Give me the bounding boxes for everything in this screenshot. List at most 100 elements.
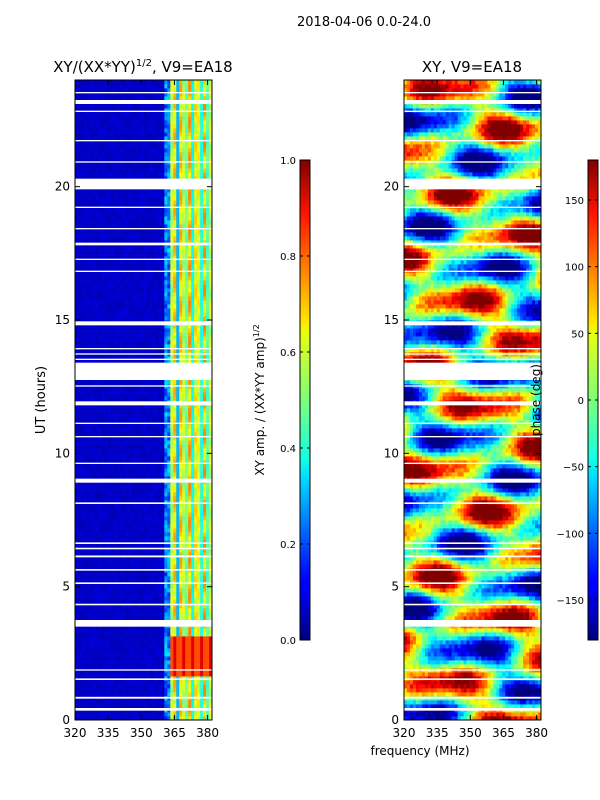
heatmap-cell (75, 644, 79, 649)
heatmap-cell (101, 312, 106, 317)
heatmap-cell (197, 504, 201, 509)
heatmap-cell (77, 672, 82, 677)
heatmap-cell (77, 640, 82, 645)
heatmap-cell (176, 688, 180, 693)
heatmap-cell (75, 616, 79, 621)
heatmap-cell (98, 436, 103, 441)
heatmap-cell (77, 536, 82, 541)
heatmap-cell (98, 420, 103, 425)
heatmap-cell (194, 704, 198, 709)
heatmap-cell (161, 652, 165, 657)
heatmap-cell (125, 316, 130, 321)
heatmap-cell (179, 444, 183, 449)
heatmap-cell (77, 504, 82, 509)
heatmap-cell (209, 500, 212, 505)
heatmap-cell (209, 332, 212, 337)
heatmap-cell (173, 584, 177, 589)
heatmap-cell (176, 444, 180, 449)
heatmap-cell (122, 288, 127, 293)
heatmap-cell (197, 520, 201, 525)
heatmap-cell (176, 488, 180, 493)
heatmap-cell (143, 496, 147, 501)
heatmap-cell (206, 676, 210, 681)
heatmap-cell (137, 540, 141, 545)
heatmap-cell (209, 408, 212, 413)
heatmap-cell (167, 424, 171, 429)
heatmap-cell (125, 324, 130, 329)
heatmap-cell (188, 520, 192, 525)
heatmap-cell (200, 472, 204, 477)
heatmap-cell (152, 556, 156, 561)
heatmap-cell (98, 360, 103, 365)
heatmap-cell (77, 416, 82, 421)
heatmap-cell (131, 292, 135, 297)
heatmap-cell (197, 692, 201, 697)
heatmap-cell (161, 484, 165, 489)
heatmap-cell (125, 580, 130, 585)
heatmap-cell (170, 684, 174, 689)
heatmap-cell (158, 564, 162, 569)
heatmap-cell (161, 664, 165, 669)
heatmap-cell (164, 648, 168, 653)
heatmap-cell (203, 348, 207, 353)
heatmap-cell (80, 340, 85, 345)
heatmap-cell (89, 392, 94, 397)
heatmap-cell (140, 616, 144, 621)
heatmap-cell (167, 524, 171, 529)
heatmap-cell (95, 640, 100, 645)
heatmap-cell (125, 572, 130, 577)
heatmap-cell (137, 492, 141, 497)
heatmap-cell (152, 656, 156, 661)
heatmap-cell (125, 496, 130, 501)
heatmap-cell (164, 312, 168, 317)
heatmap-cell (119, 348, 124, 353)
heatmap-cell (122, 300, 127, 305)
heatmap-cell (131, 380, 135, 385)
heatmap-cell (182, 428, 186, 433)
heatmap-cell (152, 660, 156, 665)
heatmap-cell (134, 408, 138, 413)
heatmap-cell (137, 636, 141, 641)
heatmap-cell (167, 444, 171, 449)
heatmap-cell (158, 336, 162, 341)
heatmap-cell (194, 312, 198, 317)
heatmap-cell (149, 528, 153, 533)
heatmap-cell (170, 408, 174, 413)
heatmap-cell (98, 412, 103, 417)
heatmap-cell (161, 380, 165, 385)
heatmap-cell (164, 592, 168, 597)
heatmap-cell (191, 416, 195, 421)
heatmap-cell (134, 656, 138, 661)
heatmap-cell (137, 296, 141, 301)
heatmap-cell (143, 684, 147, 689)
heatmap-cell (80, 556, 85, 561)
heatmap-cell (92, 432, 97, 437)
heatmap-cell (188, 396, 192, 401)
heatmap-cell (167, 332, 171, 337)
heatmap-cell (170, 528, 174, 533)
heatmap-cell (80, 388, 85, 393)
heatmap-cell (173, 588, 177, 593)
heatmap-cell (206, 408, 210, 413)
heatmap-cell (185, 476, 189, 481)
heatmap-cell (92, 684, 97, 689)
heatmap-cell (140, 460, 144, 465)
heatmap-cell (209, 704, 212, 709)
heatmap-cell (197, 532, 201, 537)
heatmap-cell (179, 408, 183, 413)
heatmap-cell (185, 656, 189, 661)
heatmap-cell (158, 312, 162, 317)
heatmap-cell (188, 704, 192, 709)
heatmap-cell (140, 304, 144, 309)
heatmap-cell (101, 552, 106, 557)
heatmap-cell (170, 584, 174, 589)
heatmap-cell (173, 524, 177, 529)
heatmap-cell (191, 448, 195, 453)
heatmap-cell (75, 684, 79, 689)
heatmap-cell (86, 644, 91, 649)
heatmap-cell (161, 596, 165, 601)
heatmap-cell (197, 428, 201, 433)
heatmap-cell (206, 428, 210, 433)
heatmap-cell (167, 420, 171, 425)
heatmap-cell (77, 684, 82, 689)
